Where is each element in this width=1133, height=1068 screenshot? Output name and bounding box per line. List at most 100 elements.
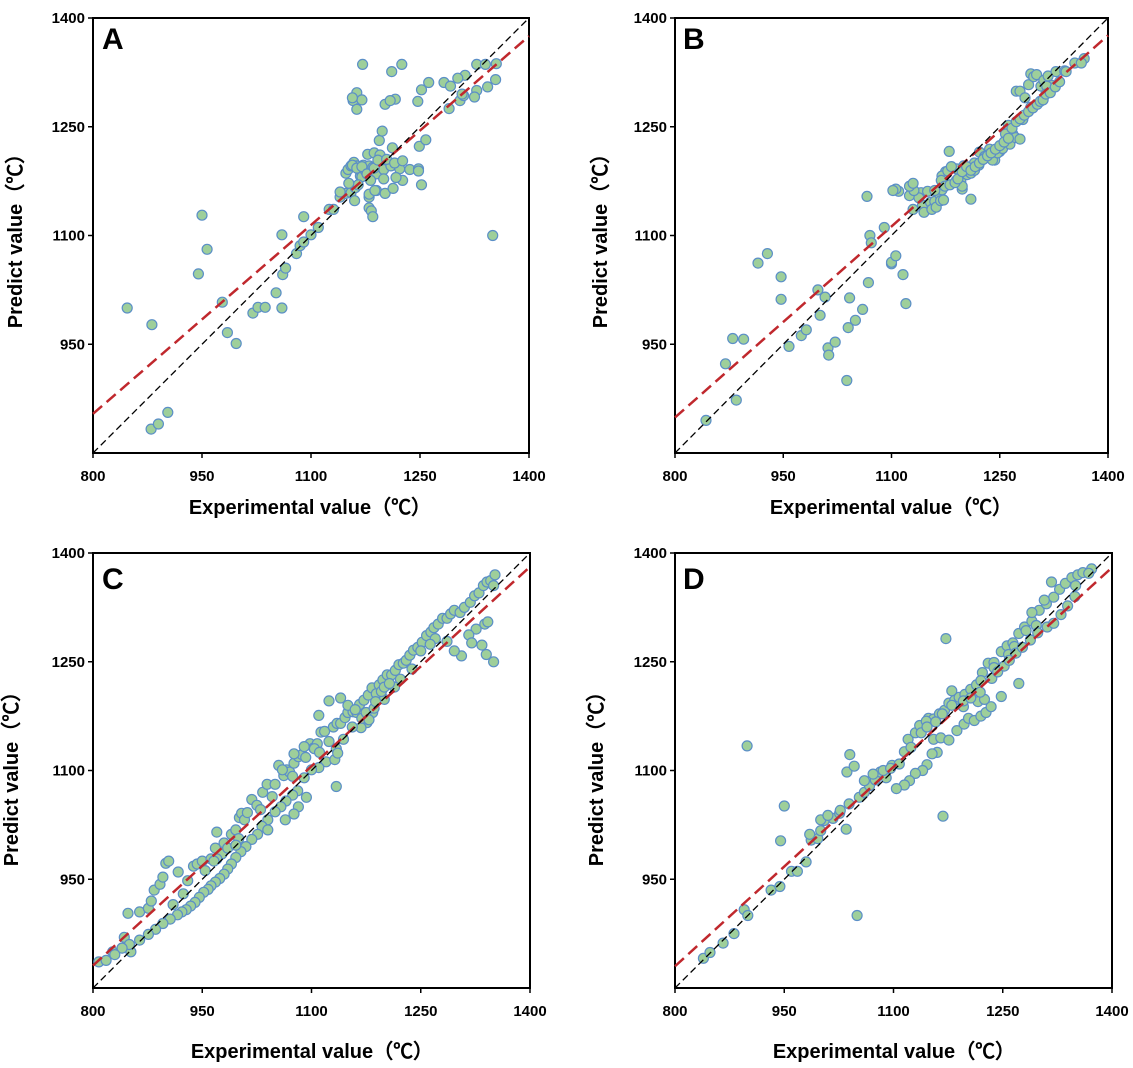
y-tick-label: 1400 <box>634 545 667 562</box>
data-point <box>937 810 949 822</box>
y-tick-label: 1250 <box>634 654 667 671</box>
data-point <box>490 73 502 86</box>
data-point <box>444 80 457 92</box>
data-point <box>470 623 482 635</box>
data-point <box>926 748 938 760</box>
data-point <box>378 173 390 185</box>
x-tick-label: 1400 <box>513 1003 546 1020</box>
data-point <box>1031 68 1043 81</box>
data-point <box>122 907 134 919</box>
data-point <box>1026 606 1038 619</box>
data-point <box>121 302 133 314</box>
data-point <box>857 303 869 315</box>
data-point <box>349 704 361 716</box>
data-point <box>386 142 398 154</box>
data-point <box>367 211 379 223</box>
data-point <box>254 804 267 816</box>
data-point <box>1062 600 1074 612</box>
data-point <box>929 184 941 197</box>
data-point <box>775 835 787 847</box>
data-point <box>774 880 786 893</box>
y-tick-label: 1250 <box>52 119 85 136</box>
data-point <box>862 277 874 289</box>
data-point <box>842 322 854 334</box>
data-point <box>343 177 355 189</box>
y-axis-label: Predict value（℃） <box>0 682 23 867</box>
data-point <box>201 243 213 255</box>
data-point <box>814 309 826 321</box>
panel-c: 800 950 1100 1250 1400 950 1100 1250 1400 C Pred… <box>0 545 547 1063</box>
x-tick-label: 1400 <box>512 468 545 485</box>
panel-letter: D <box>683 563 705 596</box>
data-point <box>1023 79 1035 91</box>
data-point <box>489 569 501 581</box>
data-point <box>415 645 427 657</box>
data-point <box>452 72 464 84</box>
panel-d: 800 950 1100 1250 1400 950 1100 1250 1400 D Pred… <box>585 545 1129 1063</box>
y-axis-label: Predict value（℃） <box>585 682 608 867</box>
y-tick-label: 950 <box>60 871 85 888</box>
data-point <box>775 271 787 283</box>
plot-marks: 800 950 1100 1250 1400 950 1100 1250 1400 <box>634 10 1125 485</box>
data-point <box>822 809 834 821</box>
data-point <box>369 184 381 197</box>
data-point <box>951 725 963 737</box>
y-tick-label: 1100 <box>52 763 85 780</box>
x-axis-label: Experimental value（℃） <box>770 496 1012 519</box>
data-point <box>943 145 955 157</box>
data-point <box>730 394 742 406</box>
data-point <box>448 645 460 657</box>
data-point <box>848 760 860 772</box>
x-tick-label: 800 <box>662 1003 687 1020</box>
x-tick-label: 1250 <box>403 468 436 485</box>
data-point <box>300 791 312 803</box>
data-point <box>867 768 879 780</box>
y-tick-label: 950 <box>642 336 667 353</box>
data-point <box>167 899 179 911</box>
data-point <box>717 937 729 949</box>
data-point <box>940 632 952 645</box>
data-point <box>334 186 346 198</box>
data-point <box>783 340 795 352</box>
data-point <box>1014 133 1026 145</box>
scatter-points <box>93 569 501 968</box>
data-point <box>1002 132 1014 144</box>
data-point <box>1045 576 1058 588</box>
data-point <box>823 349 835 361</box>
data-point <box>287 770 299 782</box>
data-point <box>1070 579 1082 592</box>
data-point <box>100 954 112 966</box>
x-tick-label: 1100 <box>295 1003 328 1020</box>
data-point <box>1019 92 1031 104</box>
data-point <box>396 58 408 71</box>
y-tick-label: 1400 <box>52 10 85 27</box>
data-point <box>415 179 428 191</box>
data-point <box>397 155 409 167</box>
identity-line <box>92 17 530 454</box>
data-point <box>270 287 282 299</box>
data-point <box>844 749 856 761</box>
data-point <box>269 778 281 790</box>
data-point <box>376 125 388 137</box>
data-point <box>412 95 424 108</box>
data-point <box>738 333 750 345</box>
data-point <box>349 195 361 207</box>
data-point <box>211 826 223 838</box>
data-point <box>476 639 488 651</box>
fit-line <box>674 34 1109 419</box>
data-point <box>230 337 242 350</box>
data-point <box>163 855 175 867</box>
data-point <box>323 735 335 748</box>
data-point <box>346 721 358 733</box>
data-point <box>259 301 271 313</box>
data-point <box>145 895 157 907</box>
data-point <box>172 866 184 878</box>
data-point <box>946 699 958 711</box>
data-point <box>383 677 395 690</box>
data-point <box>719 358 732 370</box>
x-tick-label: 1400 <box>1091 468 1124 485</box>
fit-line <box>674 566 1113 968</box>
identity-line <box>674 17 1109 454</box>
data-point <box>890 783 902 795</box>
